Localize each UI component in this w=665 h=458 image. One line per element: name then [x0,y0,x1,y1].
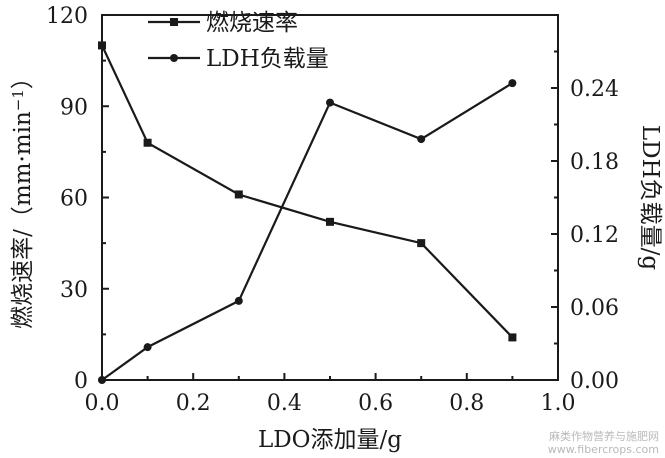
series-line-square [101,44,514,339]
watermark-line-1: 麻类作物营养与施肥网 [549,430,659,443]
x-tick-label: 0.4 [267,391,302,416]
series-line-circle [101,82,513,381]
right-y-tick-label: 0.06 [570,296,619,321]
right-y-axis-title: LDH负载量/g [637,125,663,271]
legend-square-marker [170,18,178,26]
plot-frame [101,14,559,381]
axis-ticks: 0.0 0.2 0.4 0.6 0.8 1.0 0 30 60 90 120 0.00 0.06 0.12… [46,4,619,416]
left-y-axis-title-superscript: −1 [9,89,27,111]
left-y-axis-title: 燃烧速率/（mm·min−1） [9,66,36,329]
burn-rate-point [234,190,243,199]
series-markers [98,41,517,384]
left-y-tick-label: 30 [60,278,88,303]
legend-circle-marker [170,54,178,62]
left-y-axis-title-main: 燃烧速率/（mm·min [10,111,36,329]
watermark: 麻类作物营养与施肥网 www.fibercrops.com [548,430,659,456]
left-y-tick-label: 0 [74,369,88,394]
ldh-load-point [326,98,334,107]
right-y-tick-label: 0.00 [570,369,619,394]
x-tick-label: 0.2 [176,391,211,416]
ldh-load-point [234,296,243,305]
burn-rate-point [143,138,152,147]
burn-rate-point [508,333,517,342]
left-y-axis-title-close: ） [10,66,36,89]
series-lines [101,44,514,381]
legend-label: LDH负载量 [206,46,329,72]
ldh-load-point [508,79,517,88]
ldh-load-point [417,135,426,144]
left-y-tick-label: 90 [60,95,88,120]
x-tick-label: 0.8 [449,391,484,416]
burn-rate-point [98,41,106,50]
x-tick-label: 0.0 [85,391,120,416]
legend: 燃烧速率 LDH负载量 [148,10,329,72]
burn-rate-point [326,217,334,226]
x-tick-label: 1.0 [541,391,576,416]
left-y-tick-label: 120 [46,4,88,29]
burn-rate-point [417,239,426,248]
x-axis-title: LDO添加量/g [258,427,402,453]
right-y-tick-label: 0.24 [570,77,619,102]
left-y-tick-label: 60 [60,187,88,212]
ldh-load-point [143,343,152,352]
watermark-line-2: www.fibercrops.com [547,443,659,456]
ldh-load-point [98,376,106,384]
right-y-tick-label: 0.12 [570,223,619,248]
right-y-tick-label: 0.18 [570,150,619,175]
legend-label: 燃烧速率 [206,10,298,36]
x-tick-label: 0.6 [358,391,393,416]
